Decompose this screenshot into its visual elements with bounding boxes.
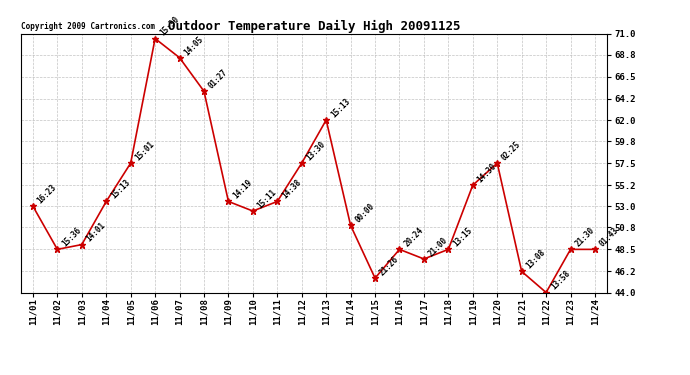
Text: 01:27: 01:27 xyxy=(207,68,230,90)
Text: 15:13: 15:13 xyxy=(109,178,132,201)
Text: 14:19: 14:19 xyxy=(231,178,254,201)
Text: 00:00: 00:00 xyxy=(353,202,376,225)
Text: 16:23: 16:23 xyxy=(36,183,59,206)
Text: 15:36: 15:36 xyxy=(60,226,83,249)
Text: 14:05: 14:05 xyxy=(182,34,205,57)
Text: 14:30: 14:30 xyxy=(475,162,498,184)
Text: 15:11: 15:11 xyxy=(255,188,278,210)
Text: 21:26: 21:26 xyxy=(378,255,400,278)
Text: 14:01: 14:01 xyxy=(85,221,107,244)
Text: 21:30: 21:30 xyxy=(573,226,596,249)
Text: 15:13: 15:13 xyxy=(329,96,352,119)
Text: 01:43: 01:43 xyxy=(598,226,620,249)
Text: 20:24: 20:24 xyxy=(402,226,425,249)
Text: 13:30: 13:30 xyxy=(304,140,327,162)
Text: 13:15: 13:15 xyxy=(451,226,474,249)
Text: 15:30: 15:30 xyxy=(158,15,181,38)
Text: 02:25: 02:25 xyxy=(500,140,523,162)
Text: 14:38: 14:38 xyxy=(280,178,303,201)
Title: Outdoor Temperature Daily High 20091125: Outdoor Temperature Daily High 20091125 xyxy=(168,20,460,33)
Text: 21:00: 21:00 xyxy=(426,236,449,258)
Text: 13:58: 13:58 xyxy=(549,269,571,292)
Text: Copyright 2009 Cartronics.com: Copyright 2009 Cartronics.com xyxy=(21,22,155,31)
Text: 15:01: 15:01 xyxy=(133,140,156,162)
Text: 13:08: 13:08 xyxy=(524,248,547,271)
